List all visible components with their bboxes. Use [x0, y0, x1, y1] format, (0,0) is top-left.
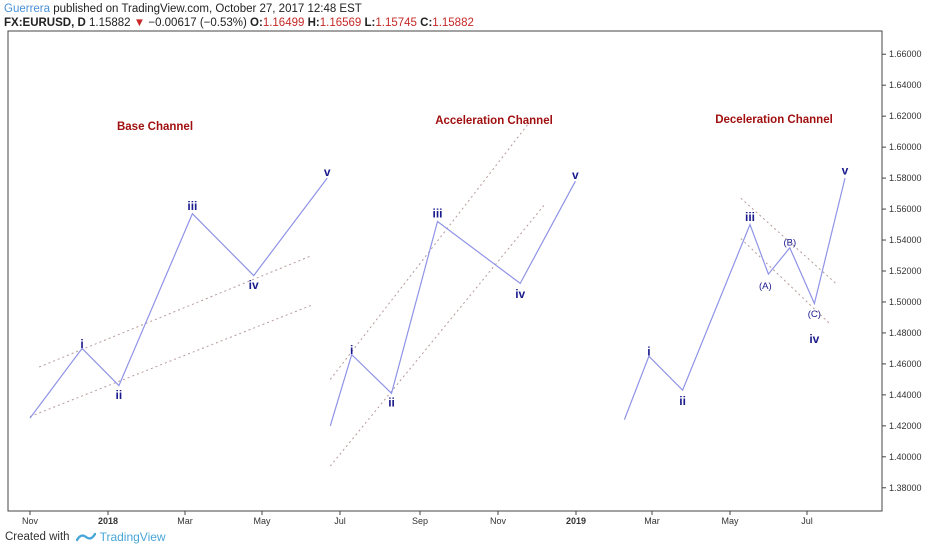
channel-line-1	[29, 304, 313, 418]
wave-label-1: i	[80, 337, 83, 351]
y-tick-label-3: 1.42000	[889, 421, 922, 431]
wave-line-1	[29, 177, 328, 419]
wave-label-7: ii	[388, 396, 395, 410]
price-change: −0.00617 (−0.53%)	[148, 17, 247, 29]
author-link[interactable]: Guerrera	[4, 3, 51, 15]
y-tick-label-6: 1.48000	[889, 328, 922, 338]
published-text: published on TradingView.com, October 27…	[53, 3, 362, 15]
x-tick-label-5: Jul	[334, 516, 346, 526]
footer: Created with TradingView	[5, 530, 166, 544]
wave-label-17: iv	[809, 332, 819, 346]
open-value: 1.16499	[262, 17, 305, 29]
y-tick-label-14: 1.64000	[889, 80, 922, 90]
high-value: 1.16569	[319, 17, 362, 29]
y-tick-label-4: 1.44000	[889, 390, 922, 400]
tradingview-logo-icon	[75, 532, 96, 542]
y-tick-label-5: 1.46000	[889, 359, 922, 369]
y-tick-label-1: 1.38000	[889, 483, 922, 493]
wave-label-18: v	[842, 163, 849, 177]
x-tick-label-10: May	[721, 516, 739, 526]
y-tick-label-8: 1.52000	[889, 266, 922, 276]
x-tick-label-3: Mar	[177, 516, 193, 526]
last-price: 1.15882	[88, 17, 131, 29]
channel-title-2: Acceleration Channel	[435, 115, 553, 127]
close-value: 1.15882	[432, 17, 474, 29]
channel-line-6	[740, 197, 837, 284]
x-tick-label-6: Sep	[412, 516, 428, 526]
channel-lines	[29, 122, 837, 467]
created-with-text: Created with	[5, 531, 70, 543]
wave-label-14: (A)	[759, 281, 772, 292]
y-tick-label-11: 1.58000	[889, 173, 922, 183]
x-tick-label-7: Nov	[490, 516, 507, 526]
open-label: O:	[250, 17, 263, 29]
wave-label-12: ii	[679, 394, 686, 408]
x-tick-label-2: 2018	[98, 516, 118, 526]
channel-line-4	[329, 122, 530, 380]
wave-series	[29, 177, 846, 426]
low-value: 1.15745	[375, 17, 417, 29]
channel-titles: Base Channel Acceleration Channel Decelera…	[117, 114, 833, 133]
y-tick-label-7: 1.50000	[889, 297, 922, 307]
y-axis-ticks: 1.38000 1.40000 1.42000 1.44000 1.46000 1.480…	[882, 49, 922, 493]
x-axis-ticks: Nov 2018 Mar May Jul Sep Nov 2019 Mar May Jul	[22, 511, 813, 526]
low-label: L:	[364, 17, 376, 29]
y-tick-label-13: 1.62000	[889, 111, 922, 121]
channel-title-1: Base Channel	[117, 121, 193, 133]
wave-label-9: iv	[515, 287, 525, 301]
y-tick-label-2: 1.40000	[889, 452, 922, 462]
wave-label-8: iii	[432, 207, 442, 221]
high-label: H:	[307, 17, 320, 29]
wave-label-10: v	[572, 168, 579, 182]
y-tick-label-12: 1.60000	[889, 142, 922, 152]
y-tick-label-10: 1.56000	[889, 204, 922, 214]
channel-title-3: Deceleration Channel	[715, 114, 833, 126]
tradingview-brand[interactable]: TradingView	[99, 530, 166, 544]
channel-line-3	[329, 204, 546, 467]
wave-line-2	[329, 180, 576, 426]
wave-label-4: iv	[249, 278, 259, 292]
y-tick-label-15: 1.66000	[889, 49, 922, 59]
wave-label-6: i	[350, 343, 353, 357]
wave-line-3	[623, 177, 846, 420]
channel-line-5	[740, 238, 831, 325]
wave-label-5: v	[324, 165, 331, 179]
x-tick-label-11: Jul	[801, 516, 813, 526]
plot-border	[7, 30, 883, 512]
wave-label-16: (C)	[808, 309, 821, 320]
symbol-info: FX:EURUSD, D 1.15882 ▼ −0.00617 (−0.53%)…	[4, 16, 474, 30]
x-tick-label-8: 2019	[566, 516, 586, 526]
down-arrow-icon: ▼	[133, 17, 146, 29]
y-tick-label-9: 1.54000	[889, 235, 922, 245]
wave-label-15: (B)	[784, 238, 797, 249]
x-tick-label-1: Nov	[22, 516, 39, 526]
symbol-label: FX:EURUSD, D	[4, 17, 86, 29]
x-tick-label-9: Mar	[644, 516, 660, 526]
channel-line-2	[39, 255, 313, 368]
x-tick-label-4: May	[253, 516, 271, 526]
wave-label-11: i	[647, 345, 650, 359]
close-label: C:	[420, 17, 433, 29]
wave-label-2: ii	[116, 388, 123, 402]
wave-label-13: iii	[745, 210, 755, 224]
publish-header: Guerrera published on TradingView.com, O…	[4, 2, 362, 17]
wave-label-3: iii	[187, 199, 197, 213]
